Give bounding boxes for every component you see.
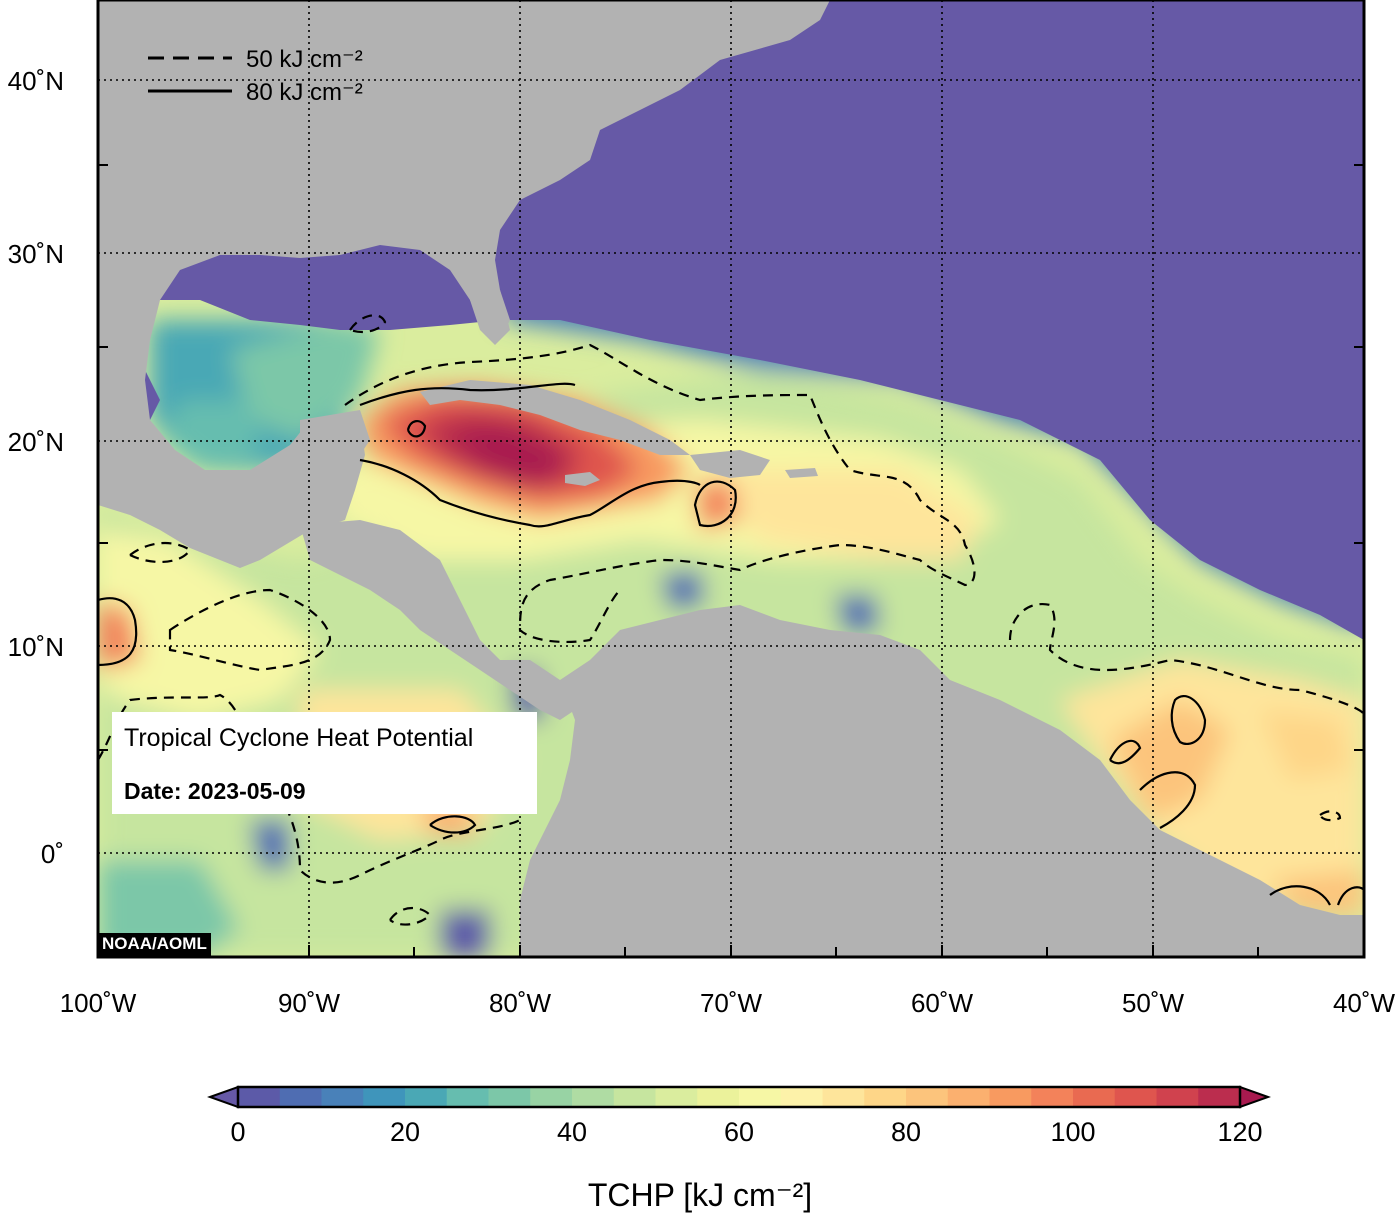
lon-axis-labels: 100˚W 90˚W 80˚W 70˚W 60˚W 50˚W 40˚W: [60, 988, 1396, 1018]
colorbar-bin: [613, 1087, 656, 1107]
colorbar-tick-label: 20: [390, 1117, 420, 1147]
colorbar-bin: [697, 1087, 740, 1107]
lon-label: 50˚W: [1122, 988, 1185, 1018]
colorbar-bin: [530, 1087, 573, 1107]
colorbar-title: TCHP [kJ cm⁻²]: [587, 1177, 813, 1213]
lat-label: 20˚N: [8, 427, 64, 457]
colorbar-bin: [906, 1087, 949, 1107]
colorbar-tick-label: 80: [891, 1117, 921, 1147]
colorbar-bin: [1114, 1087, 1157, 1107]
colorbar-high-arrow: [1239, 1085, 1271, 1109]
colorbar-frame: [236, 1085, 1242, 1109]
colorbar-bin: [1073, 1087, 1116, 1107]
lat-label: 30˚N: [8, 239, 64, 269]
colorbar-bin: [488, 1087, 531, 1107]
colorbar-bin: [238, 1087, 281, 1107]
tick-marks: [98, 164, 1364, 957]
colorbar: 0 20 40 60 80 100 120: [207, 1085, 1271, 1147]
colorbar-bin: [363, 1087, 406, 1107]
colorbar-bin: [1031, 1087, 1074, 1107]
colorbar-low-arrow: [207, 1085, 239, 1109]
lon-label: 90˚W: [278, 988, 341, 1018]
lon-label: 70˚W: [700, 988, 763, 1018]
colorbar-bin: [864, 1087, 907, 1107]
lon-label: 40˚W: [1333, 988, 1396, 1018]
lon-label: 60˚W: [911, 988, 974, 1018]
colorbar-tick-label: 0: [230, 1117, 245, 1147]
colorbar-bin: [655, 1087, 698, 1107]
colorbar-tick-label: 60: [724, 1117, 754, 1147]
lon-label: 100˚W: [60, 988, 137, 1018]
colorbar-bin: [822, 1087, 865, 1107]
colorbar-bin: [739, 1087, 782, 1107]
colorbar-tick-label: 100: [1050, 1117, 1095, 1147]
info-box: Tropical Cyclone Heat Potential Date: 20…: [112, 712, 537, 814]
colorbar-bin: [321, 1087, 364, 1107]
colorbar-bin: [989, 1087, 1032, 1107]
contour-50: [98, 314, 1364, 926]
colorbar-bin: [1198, 1087, 1241, 1107]
lat-label: 10˚N: [8, 632, 64, 662]
colorbar-bin: [405, 1087, 448, 1107]
colorbar-bin: [1156, 1087, 1199, 1107]
contours: [98, 314, 1364, 926]
lat-label: 40˚N: [8, 66, 64, 96]
legend-50-label: 50 kJ cm⁻²: [246, 46, 363, 73]
colorbar-bin: [947, 1087, 990, 1107]
contour-80: [98, 382, 1364, 906]
map-date: Date: 2023-05-09: [124, 778, 306, 804]
credit-label: NOAA/AOML: [98, 933, 211, 956]
colorbar-bin: [279, 1087, 322, 1107]
contour-legend: 50 kJ cm⁻² 80 kJ cm⁻²: [148, 46, 363, 106]
lat-axis-labels: 40˚N 30˚N 20˚N 10˚N 0˚: [8, 66, 64, 869]
map-title: Tropical Cyclone Heat Potential: [124, 724, 474, 752]
colorbar-tick-label: 120: [1217, 1117, 1262, 1147]
legend-80-label: 80 kJ cm⁻²: [246, 79, 363, 106]
colorbar-bin: [780, 1087, 823, 1107]
lat-label: 0˚: [41, 839, 64, 869]
colorbar-bin: [572, 1087, 615, 1107]
gridlines: [98, 0, 1364, 957]
map-panel: [98, 0, 1364, 957]
colorbar-bin: [446, 1087, 489, 1107]
colorbar-tick-label: 40: [557, 1117, 587, 1147]
lon-label: 80˚W: [489, 988, 552, 1018]
